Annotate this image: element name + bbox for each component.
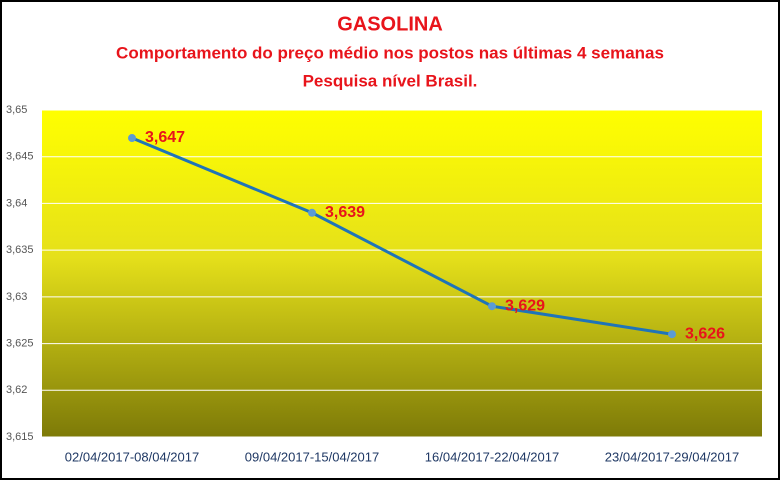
x-tick-label: 23/04/2017-29/04/2017: [605, 449, 739, 464]
y-tick-label: 3,625: [6, 337, 34, 349]
y-tick-label: 3,63: [6, 291, 27, 303]
point: [488, 302, 496, 311]
y-tick-label: 3,62: [6, 384, 27, 396]
chart-subtitle: Pesquisa nível Brasil.: [303, 71, 478, 90]
point: [128, 134, 136, 143]
y-tick-label: 3,645: [6, 151, 34, 163]
data-label: 3,629: [505, 297, 545, 314]
y-tick-label: 3,635: [6, 244, 34, 256]
x-tick-label: 16/04/2017-22/04/2017: [425, 449, 559, 464]
y-tick-label: 3,64: [6, 197, 27, 209]
line: [131, 136, 673, 336]
chart-title: GASOLINA: [337, 13, 443, 35]
data-label: 3,647: [145, 129, 185, 146]
chart-subtitle: Comportamento do preço médio nos postos …: [116, 43, 664, 62]
data-label: 3,626: [685, 325, 725, 342]
y-tick-label: 3,65: [6, 104, 27, 116]
x-tick-label: 02/04/2017-08/04/2017: [65, 449, 199, 464]
y-tick-label: 3,615: [6, 431, 34, 443]
plot-area: [42, 110, 762, 437]
point: [668, 330, 676, 339]
x-tick-label: 09/04/2017-15/04/2017: [245, 449, 379, 464]
point: [308, 208, 316, 217]
data-label: 3,639: [325, 204, 365, 221]
